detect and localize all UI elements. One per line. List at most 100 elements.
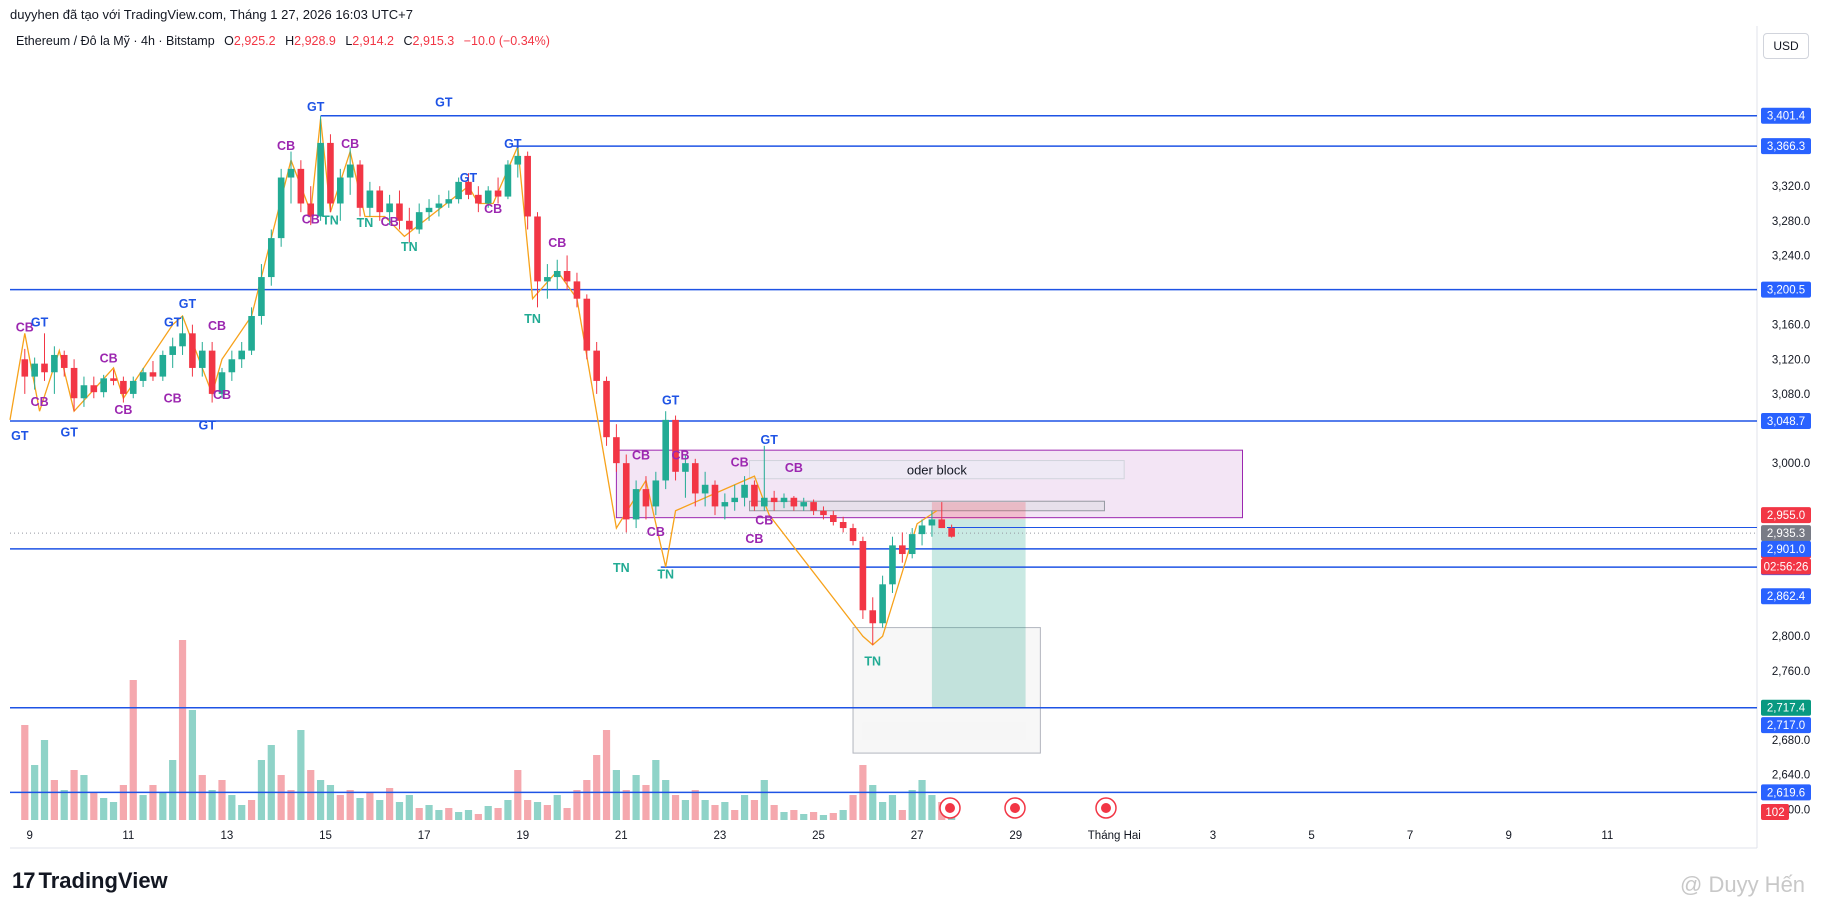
candle-body: [790, 497, 798, 507]
volume-bar: [888, 795, 897, 820]
volume-bar: [721, 802, 729, 820]
candle-body: [445, 199, 453, 204]
candle-body: [376, 190, 384, 213]
price-tag-box: [1761, 138, 1811, 155]
candle-body: [544, 277, 551, 282]
candle-body: [100, 378, 107, 393]
price-tick-label: 2,800.0: [1772, 631, 1810, 643]
swing-label-gt: GT: [435, 96, 453, 110]
candle-body: [60, 354, 68, 368]
candle-body: [770, 497, 778, 503]
price-tick-label: 3,080.0: [1772, 389, 1810, 401]
volume-bar: [464, 810, 473, 820]
volume-bar: [918, 780, 926, 820]
volume-bar: [445, 808, 453, 820]
volume-bar: [504, 800, 512, 820]
volume-bar: [612, 770, 620, 820]
candle-body: [652, 480, 660, 507]
candle-body: [948, 528, 955, 537]
volume-bar: [307, 770, 315, 820]
price-tag-label: 2,935.3: [1767, 528, 1805, 540]
candle-body: [406, 220, 413, 230]
close-label: C: [403, 34, 413, 48]
candle-body: [849, 528, 857, 542]
swing-label-tn: TN: [864, 655, 881, 669]
price-tick-label: 3,280.0: [1772, 216, 1810, 228]
tradingview-logo[interactable]: 17 TradingView: [12, 868, 168, 894]
stop-loss-zone[interactable]: [931, 502, 1026, 520]
candle-body: [465, 181, 472, 195]
take-profit-zone[interactable]: [931, 519, 1026, 708]
volume-bar: [90, 792, 98, 820]
candle-body: [267, 238, 275, 278]
volume-bar: [50, 780, 58, 820]
candle-body: [938, 519, 946, 529]
price-tag: 3,366.3: [1761, 138, 1811, 155]
candle-body: [583, 298, 591, 351]
candle-body: [346, 164, 354, 178]
candle-body: [455, 181, 462, 200]
swing-label-gt: GT: [60, 425, 78, 439]
price-tag: 2,862.4: [1761, 588, 1811, 605]
time-tick-label: 17: [418, 830, 431, 842]
price-tag: 2,717.0: [1761, 717, 1811, 734]
candle-body: [189, 333, 196, 368]
candle-body: [149, 372, 157, 377]
price-tick-label: 2,640.0: [1772, 770, 1810, 782]
price-tag: 2,935.3: [1761, 525, 1811, 542]
candle-body: [218, 372, 226, 394]
volume-bar: [839, 810, 847, 820]
volume-bar: [514, 770, 522, 820]
volume-bar: [455, 812, 463, 820]
price-tag-label: 2,955.0: [1767, 510, 1805, 522]
symbol-title[interactable]: Ethereum / Đô la Mỹ · 4h · Bitstamp: [16, 34, 215, 48]
price-tick-label: 3,000.0: [1772, 458, 1810, 470]
candle-body: [297, 168, 305, 204]
candle-body: [425, 207, 433, 213]
candle-body: [810, 502, 817, 511]
volume-bar: [780, 812, 788, 820]
swing-zigzag-line[interactable]: [9, 118, 938, 646]
time-tick-label: Tháng Hai: [1088, 830, 1141, 842]
candle-body: [317, 142, 324, 217]
time-tick-label: 27: [911, 830, 924, 842]
candle-body: [908, 534, 916, 555]
candle-body: [129, 380, 137, 394]
candle-body: [622, 463, 630, 520]
swing-label-cb: CB: [484, 202, 502, 216]
swing-label-tn: TN: [657, 567, 674, 581]
volume-bar: [415, 808, 423, 820]
candle-body: [327, 142, 334, 204]
volume-bar: [829, 813, 837, 820]
candle-body: [435, 203, 443, 208]
candle-body: [80, 385, 88, 399]
swing-label-cb: CB: [100, 352, 118, 366]
volume-bar: [790, 810, 798, 820]
candle-body: [534, 216, 541, 282]
volume-bar: [908, 790, 916, 820]
swing-label-gt: GT: [179, 297, 197, 311]
range-box[interactable]: [749, 500, 1105, 512]
candle-body: [691, 463, 699, 494]
currency-button[interactable]: USD: [1763, 33, 1809, 59]
volume-bar: [336, 795, 344, 820]
volume-bar: [100, 798, 108, 820]
price-tag: 3,048.7: [1761, 412, 1811, 429]
candle-body: [820, 510, 827, 516]
candle-body: [553, 271, 561, 278]
volume-bar: [297, 730, 305, 820]
volume-bar: [711, 805, 719, 820]
volume-bar: [188, 710, 197, 820]
volume-bar: [809, 812, 818, 820]
candle-body: [711, 484, 719, 507]
swing-label-gt: GT: [761, 433, 779, 447]
swing-label-cb: CB: [16, 321, 34, 335]
candle-body: [21, 359, 29, 377]
volume-bar: [800, 814, 808, 820]
price-tick-label: 2,680.0: [1772, 735, 1810, 747]
price-tag-label: 2,901.0: [1767, 544, 1805, 556]
candle-body: [721, 502, 729, 507]
price-tag-box: [1761, 588, 1811, 605]
time-tick-label: 9: [27, 830, 33, 842]
